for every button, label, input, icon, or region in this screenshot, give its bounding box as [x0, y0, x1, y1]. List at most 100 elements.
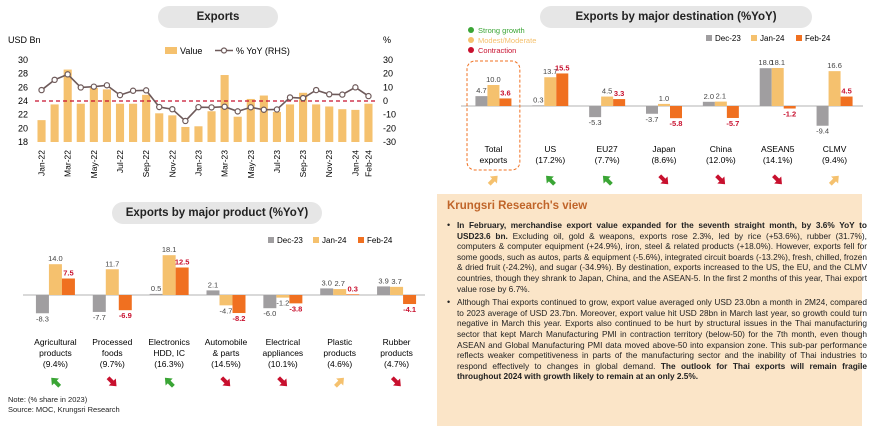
- exports-title: Exports: [158, 6, 278, 28]
- product-category-label: (9.7%): [100, 359, 125, 369]
- exports-value-bar: [207, 111, 216, 142]
- product-data-label: 0.3: [347, 284, 357, 293]
- product-status-arrow: [106, 376, 117, 387]
- product-title: Exports by major product (%YoY): [112, 202, 322, 224]
- product-bar: [175, 267, 189, 295]
- destination-legend-swatch: [751, 35, 757, 41]
- product-status-arrow: [334, 377, 344, 388]
- exports-value-bar: [325, 106, 334, 142]
- destination-category-label: (17.2%): [535, 155, 565, 165]
- product-bar: [232, 295, 246, 314]
- destination-bar: [714, 101, 727, 106]
- destination-bar: [816, 106, 829, 126]
- product-category-label: products: [380, 348, 413, 358]
- destination-status-arrow: [658, 174, 669, 185]
- view-bullet-2: Although Thai exports continued to grow,…: [447, 297, 867, 382]
- destination-bar: [532, 105, 545, 106]
- product-category-label: Electronics: [148, 337, 190, 347]
- destination-bar: [487, 85, 500, 106]
- exports-ytick-left: 20: [18, 123, 28, 133]
- destination-status-arrow-shape: [772, 174, 782, 185]
- destination-bar: [771, 67, 784, 106]
- destination-status-arrow-shape: [602, 175, 613, 186]
- destination-data-label: 18.0: [758, 58, 773, 67]
- exports-xtick: Feb-24: [363, 150, 373, 177]
- product-bar: [390, 286, 404, 295]
- product-bar: [289, 295, 303, 304]
- destination-bar: [544, 77, 557, 106]
- destination-data-label: 2.1: [716, 92, 726, 101]
- product-chart: Dec-23 Jan-24 Feb-24 -8.3 14.07.5 Agricultura…: [23, 236, 425, 388]
- exports-legend-value: Value: [180, 46, 202, 56]
- exports-xtick: Jan-22: [37, 150, 47, 176]
- exports-ytick-left: 28: [18, 69, 28, 79]
- product-legend-swatch: [313, 237, 319, 243]
- product-bar: [377, 286, 391, 295]
- destination-bar: [726, 106, 739, 118]
- destination-bar: [601, 96, 614, 106]
- product-status-arrow-shape: [390, 376, 401, 387]
- product-status-arrow: [220, 376, 231, 387]
- exports-xtick: Jan-24: [350, 150, 360, 176]
- product-bar: [162, 255, 176, 295]
- product-legend-swatch: [358, 237, 364, 243]
- product-status-arrow: [277, 376, 288, 387]
- product-status-arrow-shape: [51, 377, 62, 388]
- destination-legend-label: Jan-24: [760, 34, 785, 43]
- exports-ytick-left: 18: [18, 137, 28, 147]
- product-category-label: (9.4%): [43, 359, 68, 369]
- product-bar: [105, 269, 119, 295]
- product-category-label: Processed: [92, 337, 132, 347]
- product-data-label: -6.0: [263, 309, 276, 318]
- exports-xtick: May-23: [246, 150, 256, 179]
- status-legend-contraction: Contraction: [478, 46, 516, 55]
- product-category-label: Rubber: [383, 337, 411, 347]
- product-category-label: (16.3%): [154, 359, 184, 369]
- destination-status-arrow: [546, 175, 556, 186]
- exports-yoy-point: [182, 117, 189, 125]
- destination-category-label: ASEAN5: [761, 144, 795, 154]
- destination-data-label: -5.8: [670, 119, 683, 128]
- product-data-label: -4.1: [403, 305, 416, 314]
- destination-legend-swatch: [706, 35, 712, 41]
- exports-yoy-point: [90, 83, 98, 90]
- exports-yoy-point: [247, 104, 254, 111]
- exports-value-bar: [351, 109, 360, 142]
- destination-category-label: (8.6%): [651, 155, 676, 165]
- product-bar: [206, 290, 220, 295]
- status-legend-strong: Strong growth: [478, 26, 525, 35]
- product-data-label: 12.5: [175, 258, 190, 267]
- product-data-label: -7.7: [93, 313, 106, 322]
- view-p2-text: Although Thai exports continued to grow,…: [457, 297, 867, 371]
- destination-legend-label: Feb-24: [805, 34, 831, 43]
- exports-xtick: Jul-23: [272, 150, 282, 173]
- destination-status-arrow-shape: [658, 174, 669, 185]
- exports-ytick-left: 26: [18, 82, 28, 92]
- product-bar: [61, 278, 75, 295]
- product-data-label: -3.8: [289, 304, 302, 313]
- product-category-label: products: [323, 348, 356, 358]
- destination-category-label: Japan: [652, 144, 675, 154]
- product-bar: [333, 289, 347, 295]
- product-data-label: 0.5: [151, 284, 161, 293]
- destination-status-arrow-shape: [828, 175, 839, 186]
- destination-category-label: (7.7%): [595, 155, 620, 165]
- note-source: Source: MOC, Krungsri Research: [8, 404, 120, 414]
- destination-data-label: 13.7: [543, 67, 558, 76]
- krungsri-view-panel: Krungsri Research's view In February, me…: [437, 194, 867, 426]
- exports-yoy-point: [129, 87, 137, 94]
- exports-value-bar: [63, 69, 72, 142]
- exports-value-bar: [115, 103, 125, 142]
- destination-category-label: CLMV: [823, 144, 847, 154]
- destination-data-label: 3.3: [614, 89, 624, 98]
- destination-bar: [589, 106, 602, 118]
- exports-ytick-right: 10: [383, 82, 393, 92]
- product-legend-swatch: [268, 237, 274, 243]
- exports-ylabel-right: %: [383, 35, 391, 45]
- destination-bar: [759, 68, 772, 106]
- exports-value-bar: [155, 113, 164, 142]
- product-bar: [118, 295, 132, 311]
- exports-legend-yoy: % YoY (RHS): [236, 46, 290, 56]
- exports-ytick-right: -10: [383, 110, 396, 120]
